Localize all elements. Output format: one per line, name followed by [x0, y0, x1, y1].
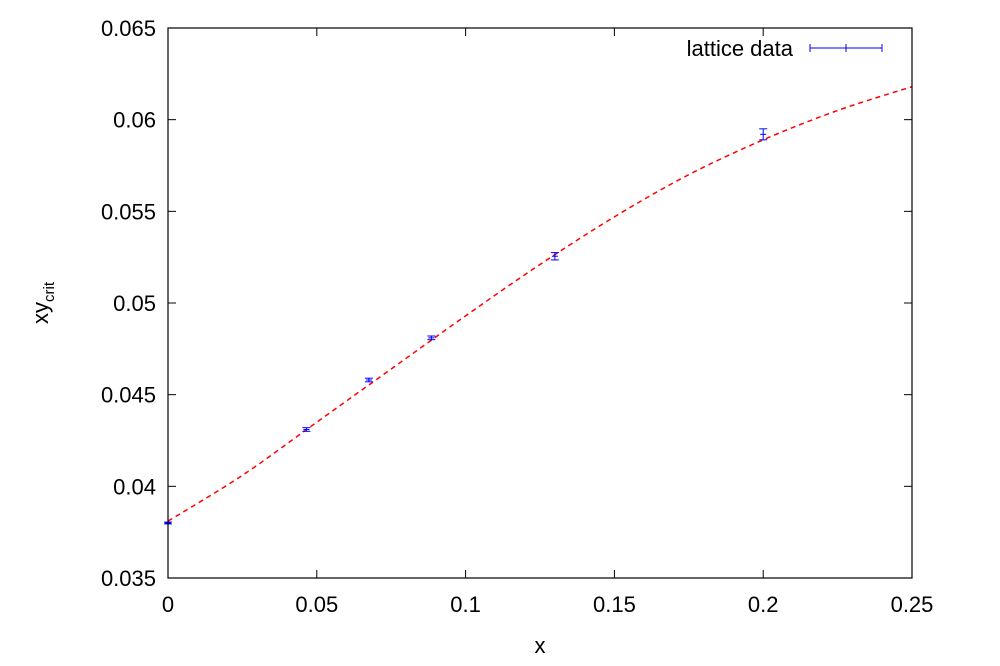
y-tick-label: 0.055	[101, 199, 156, 224]
fit-curve-line	[167, 85, 913, 522]
x-tick-label: 0.1	[450, 592, 481, 617]
x-axis-label: x	[535, 633, 546, 658]
y-axis-label: xycrit	[28, 281, 58, 324]
x-tick-label: 0	[162, 592, 174, 617]
x-tick-label: 0.15	[593, 592, 636, 617]
data-point	[550, 252, 559, 261]
legend-sample	[809, 44, 883, 52]
fit-curve-layer	[167, 85, 913, 522]
data-points-layer	[164, 128, 768, 525]
plot-frame	[167, 27, 913, 579]
data-point	[759, 128, 768, 141]
y-tick-label: 0.065	[101, 16, 156, 41]
legend-label: lattice data	[687, 36, 794, 61]
y-tick-label: 0.035	[101, 566, 156, 591]
data-point	[302, 427, 311, 432]
y-axis-label-main: xy	[28, 302, 53, 324]
y-tick-label: 0.06	[113, 108, 156, 133]
y-tick-label: 0.05	[113, 291, 156, 316]
y-tick-label: 0.045	[101, 383, 156, 408]
ticks-layer: 0 0.05 0.1 0.15 0.2 0.25 0.035 0.04 0.045 0.05 0.0…	[101, 16, 933, 617]
x-tick-label: 0.05	[295, 592, 338, 617]
data-point	[364, 377, 373, 383]
x-tick-label: 0.2	[748, 592, 779, 617]
y-axis-label-subscript: crit	[41, 281, 58, 302]
x-tick-label: 0.25	[891, 592, 934, 617]
legend: lattice data	[687, 36, 883, 61]
y-tick-label: 0.04	[113, 474, 156, 499]
data-point	[427, 335, 436, 341]
